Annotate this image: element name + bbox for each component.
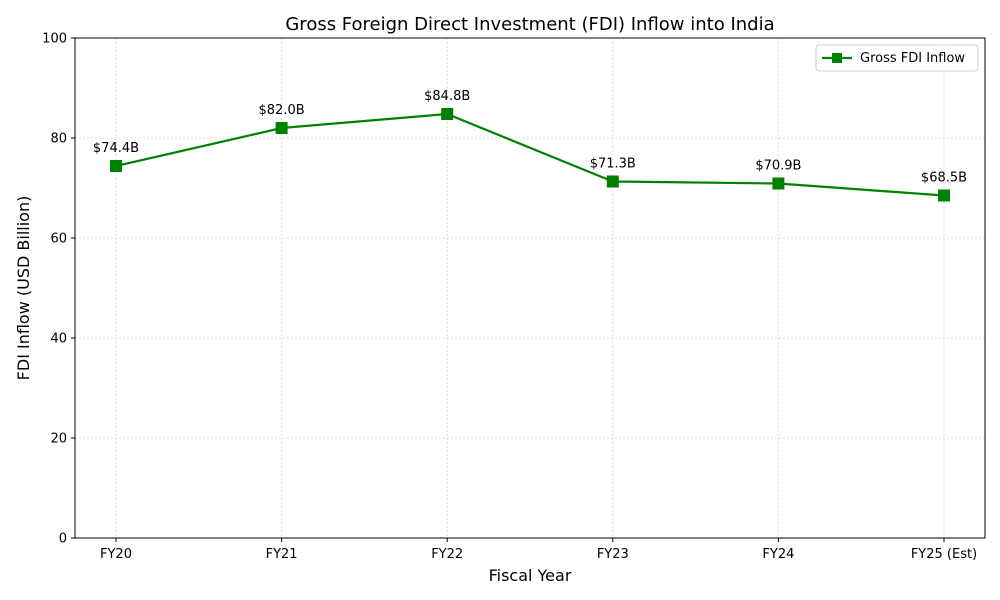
x-axis-label: Fiscal Year xyxy=(489,566,572,585)
data-point-marker xyxy=(110,160,122,172)
y-tick-label: 60 xyxy=(50,232,67,247)
data-label: $70.9B xyxy=(755,159,801,174)
x-tick-label: FY22 xyxy=(431,547,463,562)
data-point-marker xyxy=(938,189,950,202)
data-label: $68.5B xyxy=(921,171,967,186)
grid-lines xyxy=(75,37,985,539)
y-tick-label: 80 xyxy=(50,132,67,147)
x-axis-ticks: FY20 FY21 FY22 FY23 FY24 FY25 (Est) xyxy=(100,538,977,562)
plot-frame xyxy=(74,37,986,539)
legend-label: Gross FDI Inflow xyxy=(860,51,965,66)
y-axis-label: FDI Inflow (USD Billion) xyxy=(14,196,33,381)
series-line xyxy=(115,112,945,197)
legend: Gross FDI Inflow xyxy=(815,44,979,72)
x-tick-label: FY21 xyxy=(266,547,298,562)
legend-marker-swatch xyxy=(832,53,842,63)
x-tick-label: FY24 xyxy=(762,547,794,562)
x-tick-label: FY23 xyxy=(597,547,629,562)
legend-box xyxy=(815,44,979,72)
y-tick-label: 100 xyxy=(42,32,67,47)
y-tick-label: 40 xyxy=(50,332,67,347)
chart-title: Gross Foreign Direct Investment (FDI) In… xyxy=(285,14,774,35)
data-point-marker xyxy=(275,122,288,134)
data-label: $74.4B xyxy=(93,141,139,156)
data-point-marker xyxy=(772,177,785,190)
data-label: $84.8B xyxy=(424,89,470,104)
data-label: $82.0B xyxy=(259,103,305,118)
y-axis-ticks: 0 20 40 60 80 100 xyxy=(42,32,75,547)
y-tick-label: 0 xyxy=(59,532,67,547)
series-group: $74.4B $82.0B $84.8B $71.3B $70.9B $68.5B xyxy=(93,89,967,202)
x-tick-label: FY25 (Est) xyxy=(911,547,977,562)
data-point-marker xyxy=(606,175,619,188)
data-point-marker xyxy=(441,108,454,120)
data-label: $71.3B xyxy=(590,157,636,172)
x-tick-label: FY20 xyxy=(100,547,132,562)
y-tick-label: 20 xyxy=(50,432,67,447)
